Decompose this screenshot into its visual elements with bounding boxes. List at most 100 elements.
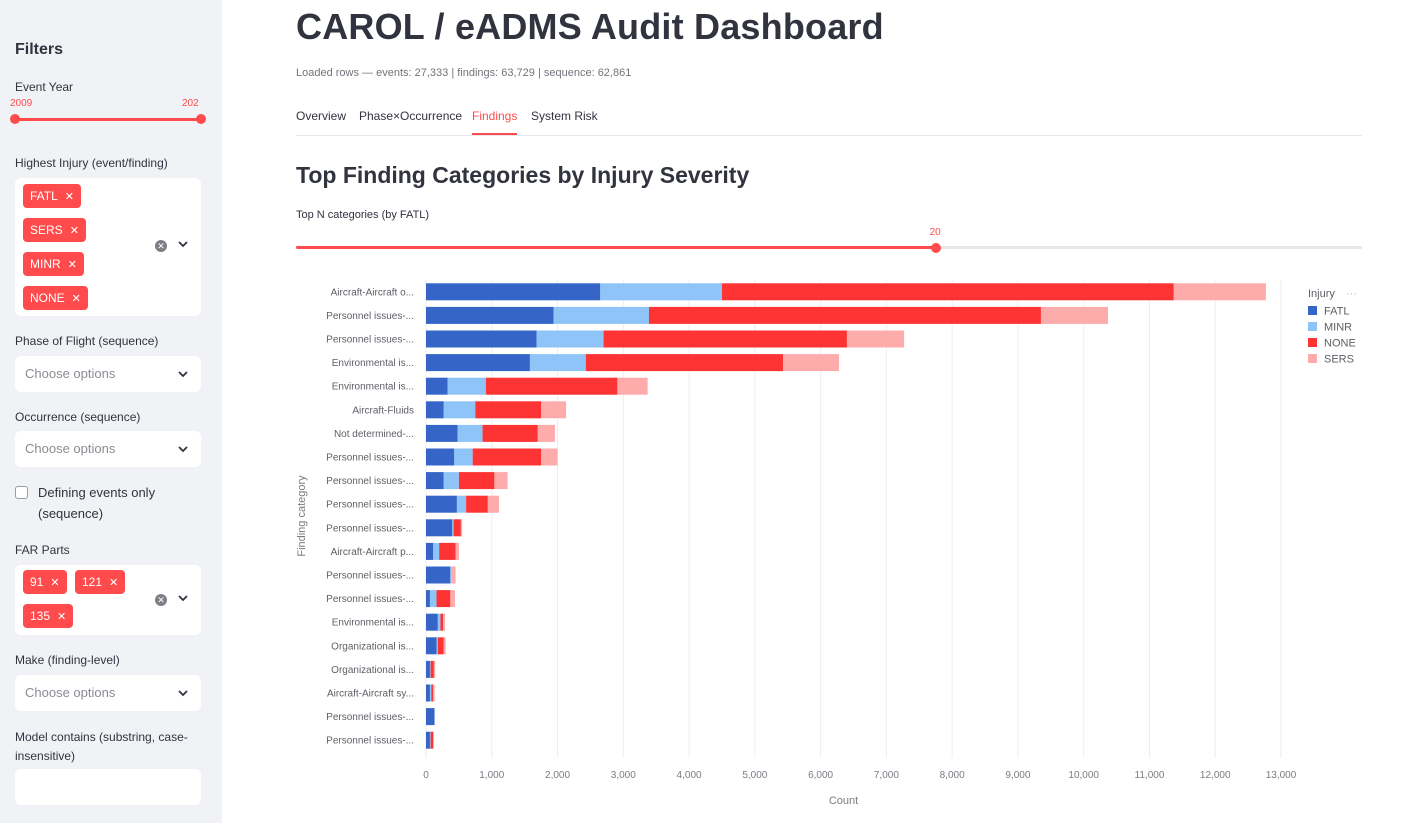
topn-slider-track[interactable]	[296, 246, 1362, 249]
bar-minr	[433, 542, 440, 560]
tab-bar: Overview Phase×Occurrence Findings Syste…	[296, 108, 1362, 136]
bar-none	[436, 590, 451, 608]
bar-none	[430, 660, 434, 678]
topn-slider-value: 20	[929, 227, 941, 238]
far-parts-multiselect[interactable]: 91 ✕ 121 ✕ 135 ✕ ✕	[15, 565, 201, 635]
chevron-down-icon[interactable]	[177, 592, 189, 607]
tab-phase-occurrence[interactable]: Phase×Occurrence	[359, 109, 463, 123]
bar-sers	[450, 590, 455, 608]
y-tick-label: Environmental is...	[332, 382, 414, 393]
y-tick-label: Personnel issues-...	[326, 453, 414, 464]
tab-system-risk[interactable]: System Risk	[531, 109, 598, 123]
x-tick-label: 8,000	[940, 770, 965, 781]
chevron-down-icon[interactable]	[177, 368, 189, 383]
bar-sers	[537, 424, 555, 442]
tab-overview[interactable]: Overview	[296, 109, 347, 123]
sidebar-title: Filters	[15, 41, 64, 58]
x-tick-label: 10,000	[1068, 770, 1099, 781]
x-axis-title: Count	[829, 795, 858, 807]
legend-swatch-fatl	[1308, 306, 1317, 315]
event-year-max-thumb[interactable]	[196, 114, 206, 124]
x-tick-label: 4,000	[677, 770, 702, 781]
highest-injury-label: Highest Injury (event/finding)	[15, 156, 168, 170]
occurrence-label: Occurrence (sequence)	[15, 410, 141, 424]
legend-menu-icon: ···	[1346, 288, 1357, 300]
legend-title: Injury	[1308, 288, 1335, 300]
clear-icon[interactable]: ✕	[155, 594, 167, 606]
event-year-slider-track[interactable]	[15, 118, 200, 121]
bar-fatl	[426, 613, 438, 631]
injury-tag-none[interactable]: NONE ✕	[23, 286, 88, 310]
bar-sers	[433, 731, 434, 749]
chevron-down-icon[interactable]	[177, 443, 189, 458]
bar-fatl	[426, 472, 444, 490]
bar-minr	[429, 684, 432, 702]
active-tab-underline	[472, 133, 517, 135]
y-tick-label: Personnel issues-...	[326, 712, 414, 723]
make-select[interactable]: Choose options	[15, 675, 201, 711]
y-tick-label: Environmental is...	[332, 618, 414, 629]
injury-tag-sers[interactable]: SERS ✕	[23, 218, 86, 242]
bar-fatl	[426, 448, 455, 466]
remove-tag-icon[interactable]: ✕	[69, 224, 79, 237]
remove-tag-icon[interactable]: ✕	[57, 610, 67, 623]
bar-none	[466, 495, 488, 513]
legend-entry-fatl: FATL	[1324, 306, 1349, 318]
bar-minr	[443, 401, 476, 419]
chevron-down-icon[interactable]	[177, 238, 189, 253]
remove-tag-icon[interactable]: ✕	[50, 576, 60, 589]
bar-none	[453, 519, 461, 537]
remove-tag-icon[interactable]: ✕	[67, 258, 77, 271]
y-tick-label: Aircraft-Fluids	[352, 405, 414, 416]
y-axis-title: Finding category	[296, 475, 308, 557]
model-contains-input[interactable]	[15, 769, 201, 805]
phase-of-flight-label: Phase of Flight (sequence)	[15, 334, 159, 348]
select-placeholder: Choose options	[25, 366, 116, 381]
bar-fatl	[426, 283, 601, 301]
y-tick-label: Personnel issues-...	[326, 571, 414, 582]
page-title: CAROL / eADMS Audit Dashboard	[296, 6, 884, 47]
event-year-min-thumb[interactable]	[10, 114, 20, 124]
phase-of-flight-select[interactable]: Choose options	[15, 356, 201, 392]
topn-slider-thumb[interactable]	[930, 243, 941, 253]
bar-fatl	[426, 660, 430, 678]
remove-tag-icon[interactable]: ✕	[64, 190, 75, 203]
y-tick-label: Personnel issues-...	[326, 311, 414, 322]
x-tick-label: 1,000	[479, 770, 504, 781]
bar-none	[437, 637, 444, 655]
injury-tag-minr[interactable]: MINR ✕	[23, 252, 84, 276]
defining-events-label[interactable]: Defining events only (sequence)	[38, 485, 156, 521]
bar-minr	[437, 613, 441, 631]
highest-injury-multiselect[interactable]: FATL ✕ SERS ✕ MINR ✕ NONE ✕ ✕	[15, 178, 201, 316]
bar-none	[431, 684, 434, 702]
legend-swatch-none	[1308, 338, 1317, 347]
legend-swatch-minr	[1308, 322, 1317, 331]
far-tag-121[interactable]: 121 ✕	[75, 570, 126, 594]
tag-label: 135	[30, 609, 51, 623]
injury-tag-fatl[interactable]: FATL ✕	[23, 184, 82, 208]
model-contains-label: Model contains (substring, case-insensit…	[15, 730, 188, 763]
defining-events-checkbox[interactable]	[15, 486, 28, 499]
y-tick-label: Aircraft-Aircraft p...	[331, 547, 414, 558]
far-tag-135[interactable]: 135 ✕	[23, 604, 74, 628]
bar-fatl	[426, 542, 434, 560]
y-tick-label: Not determined-...	[334, 429, 414, 440]
tag-label: NONE	[30, 291, 65, 305]
bar-none	[585, 354, 784, 372]
far-tag-91[interactable]: 91 ✕	[23, 570, 67, 594]
legend-swatch-sers	[1308, 354, 1317, 363]
x-tick-label: 9,000	[1005, 770, 1030, 781]
tag-label: 121	[82, 575, 103, 589]
bar-fatl	[426, 495, 457, 513]
bar-sers	[541, 448, 558, 466]
bar-minr	[529, 354, 586, 372]
remove-tag-icon[interactable]: ✕	[109, 576, 119, 589]
topn-label: Top N categories (by FATL)	[296, 209, 430, 221]
bar-sers	[617, 377, 648, 395]
occurrence-select[interactable]: Choose options	[15, 431, 201, 467]
remove-tag-icon[interactable]: ✕	[71, 292, 81, 305]
tab-findings[interactable]: Findings	[472, 109, 518, 123]
chevron-down-icon[interactable]	[177, 687, 189, 702]
clear-icon[interactable]: ✕	[155, 240, 167, 252]
bar-minr	[429, 590, 437, 608]
